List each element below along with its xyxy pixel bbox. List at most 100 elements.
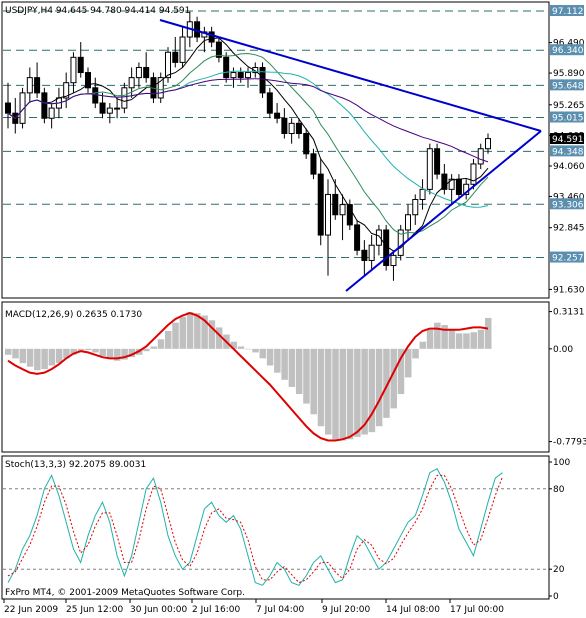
macd-bar [332,348,339,440]
candle-body [179,36,186,63]
level-label: 92.257 [552,254,584,264]
candle-body [77,56,84,74]
time-tick-label: 17 Jul 00:00 [450,605,504,615]
macd-bar [346,348,354,440]
price-pane-frame [1,1,550,299]
level-label-box [550,145,584,157]
price-axis: 96.49095.89095.26594.66594.06093.46092.8… [549,5,585,295]
candle-body [339,204,346,216]
macd-bar [368,348,376,433]
macd-bar [434,322,441,349]
candle-body [34,77,41,94]
candle-body [99,102,106,114]
macd-axis: 0.3131 0.00 -0.7793 [549,308,586,448]
macd-bar [114,348,121,361]
macd-bar [77,348,85,352]
candle-body [455,178,462,195]
candle-body [165,51,171,79]
level-label-box [550,5,584,17]
stoch-tick-label: 100 [553,458,570,468]
macd-bar [128,348,136,358]
price-tick-label: 95.890 [553,69,585,79]
candle-body [354,224,361,251]
candle-body [310,153,317,175]
stoch-axis: 100 80 20 0 [549,458,570,602]
macd-bar [19,348,27,364]
level-label-box [550,111,584,123]
macd-bar [12,348,19,359]
macd-bar [325,348,332,435]
candle-body [405,214,411,231]
macd-bar [85,348,92,351]
candle-body [230,72,237,79]
candle-body [361,249,368,261]
level-label-box [550,198,584,210]
macd-bar [157,339,165,349]
candle-body [114,107,121,110]
time-tick-label: 7 Jul 04:00 [256,605,305,615]
macd-bar [303,348,310,404]
level-label: 94.348 [552,147,584,157]
time-tick-label: 25 Jun 12:00 [66,605,123,615]
trendlines [159,19,542,292]
footer-copyright: FxPro MT4, © 2001-2009 MetaQuotes Softwa… [5,588,245,598]
candles [5,11,491,281]
macd-pane-frame [1,301,550,453]
macd-bar [143,348,150,352]
level-label: 96.340 [552,46,584,56]
macd-bar [201,315,208,349]
macd-bar [106,348,114,359]
stoch-signal-line [7,474,503,584]
candle-body [259,66,266,94]
macd-bar [252,348,259,353]
macd-bar [354,348,361,437]
candle-body [295,122,302,134]
price-tick-label: 92.845 [553,224,585,234]
candle-body [317,173,324,236]
macd-bar [165,330,172,349]
macd-bar [426,329,434,349]
candle-body [106,107,113,114]
time-tick-label: 9 Jul 20:00 [322,605,371,615]
macd-bar [245,348,252,350]
macd-tick-label: 0.00 [553,345,573,355]
candle-body [143,66,150,79]
macd-bar [99,348,107,356]
candle-body [5,102,11,114]
current-price-label: 94.591 [552,135,584,145]
macd-bar [230,341,237,349]
macd-bar [485,317,492,349]
candle-body [477,148,484,165]
macd-bar [63,348,70,359]
macd-bar [259,348,267,359]
candle-body [325,193,331,236]
macd-bar [317,348,325,427]
candle-body [128,77,135,89]
candle-body [332,193,339,216]
candle-body [135,66,142,79]
macd-bar [383,348,390,418]
macd-bar [339,348,347,441]
stoch-pane: Stoch(13,3,3) 92.2075 89.0031 100 80 20 0 F… [1,455,570,602]
candle-body [303,132,310,155]
time-tick-label: 14 Jul 08:00 [386,605,440,615]
candle-body [448,178,455,190]
candle-body [368,244,375,261]
level-label-box [550,251,584,263]
candle-body [121,87,128,109]
candle-body [208,31,215,43]
macd-bar [412,348,419,359]
time-tick-label: 30 Jun 00:00 [130,605,187,615]
level-label: 93.306 [552,200,584,210]
macd-bar [215,327,223,349]
candle-body [237,72,244,79]
candle-body [390,254,397,267]
candle-body [485,138,491,150]
trendline [345,130,542,292]
level-label: 95.648 [552,81,584,91]
candle-body [434,148,441,175]
macd-bar [55,348,63,364]
price-pane: USDJPY,H4 94.645 94.780 94.414 94.591 96… [1,1,585,299]
stoch-tick-label: 20 [553,565,565,575]
macd-bar [70,348,77,355]
